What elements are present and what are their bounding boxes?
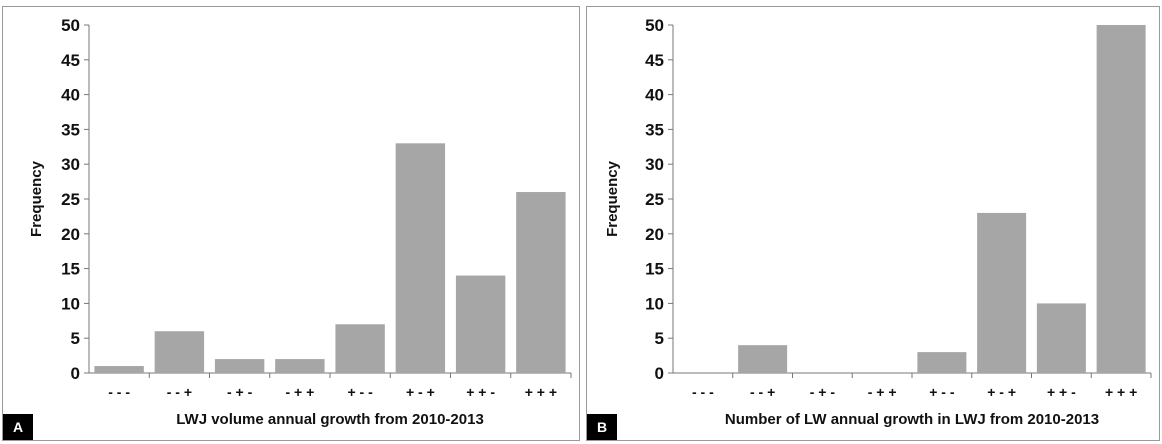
panel-label-b: B bbox=[587, 414, 617, 440]
y-tick-label: 10 bbox=[61, 294, 80, 313]
chart-panel-a: 0 5 10 15 20 25 30 35 40 45 50 - - - - - + - + - - + +… bbox=[2, 6, 580, 441]
y-tick-label: 0 bbox=[71, 364, 80, 383]
y-tick-label: 20 bbox=[61, 225, 80, 244]
bar bbox=[395, 143, 446, 373]
x-tick-label: + + - bbox=[1047, 384, 1076, 400]
bar-chart-a: 0 5 10 15 20 25 30 35 40 45 50 - - - - - + - + - - + +… bbox=[28, 16, 572, 428]
y-tick-label: 30 bbox=[61, 155, 80, 174]
x-tick-label: + + - bbox=[466, 384, 495, 400]
x-tick-label: + - - bbox=[347, 384, 373, 400]
x-tick-label: - + - bbox=[227, 384, 253, 400]
x-tick-label: + - + bbox=[406, 384, 435, 400]
y-axis-title: Frequency bbox=[28, 160, 45, 237]
x-axis-title: Number of LW annual growth in LWJ from 2… bbox=[725, 411, 1099, 428]
y-tick-label: 50 bbox=[645, 16, 664, 35]
bar bbox=[917, 352, 967, 373]
bar bbox=[154, 331, 205, 373]
y-axis-title: Frequency bbox=[604, 160, 621, 237]
panel-label-a: A bbox=[3, 414, 33, 440]
x-tick-label: + - + bbox=[987, 384, 1016, 400]
bar bbox=[1036, 303, 1086, 373]
x-tick-label: + + + bbox=[1105, 384, 1137, 400]
y-tick-label: 20 bbox=[645, 225, 664, 244]
x-axis-title: LWJ volume annual growth from 2010-2013 bbox=[176, 411, 484, 428]
y-tick-label: 30 bbox=[645, 155, 664, 174]
y-tick-label: 5 bbox=[71, 329, 80, 348]
x-tick-label: - + - bbox=[810, 384, 836, 400]
y-tick-label: 15 bbox=[61, 260, 80, 279]
bar bbox=[455, 275, 506, 373]
y-tick-label: 40 bbox=[645, 86, 664, 105]
bar bbox=[275, 359, 325, 373]
x-tick-label: - + + bbox=[285, 384, 314, 400]
bar bbox=[738, 345, 788, 373]
y-tick-label: 25 bbox=[645, 190, 664, 209]
y-tick-label: 50 bbox=[61, 16, 80, 35]
x-tick-label: - - - bbox=[108, 384, 130, 400]
bar bbox=[1096, 25, 1146, 373]
x-tick-label: - + + bbox=[868, 384, 897, 400]
y-tick-label: 15 bbox=[645, 260, 664, 279]
y-tick-label: 10 bbox=[645, 294, 664, 313]
y-tick-label: 25 bbox=[61, 190, 80, 209]
bar-chart-b: 0 5 10 15 20 25 30 35 40 45 50 - - - - - + - + - - + +… bbox=[604, 16, 1152, 428]
y-tick-label: 45 bbox=[61, 51, 80, 70]
bar bbox=[214, 359, 265, 373]
bar bbox=[977, 212, 1027, 373]
y-tick-label: 35 bbox=[61, 120, 80, 139]
chart-panel-b: 0 5 10 15 20 25 30 35 40 45 50 - - - - - + - + - - + +… bbox=[586, 6, 1160, 441]
bar bbox=[516, 192, 566, 373]
y-tick-label: 5 bbox=[655, 329, 664, 348]
bar bbox=[94, 366, 144, 373]
y-tick-label: 40 bbox=[61, 86, 80, 105]
x-tick-label: - - + bbox=[167, 384, 192, 400]
x-tick-label: + - - bbox=[929, 384, 955, 400]
bar bbox=[335, 324, 385, 373]
y-tick-label: 0 bbox=[655, 364, 664, 383]
y-tick-label: 45 bbox=[645, 51, 664, 70]
x-tick-label: - - - bbox=[692, 384, 714, 400]
x-tick-label: - - + bbox=[750, 384, 775, 400]
y-tick-label: 35 bbox=[645, 120, 664, 139]
x-tick-label: + + + bbox=[525, 384, 557, 400]
